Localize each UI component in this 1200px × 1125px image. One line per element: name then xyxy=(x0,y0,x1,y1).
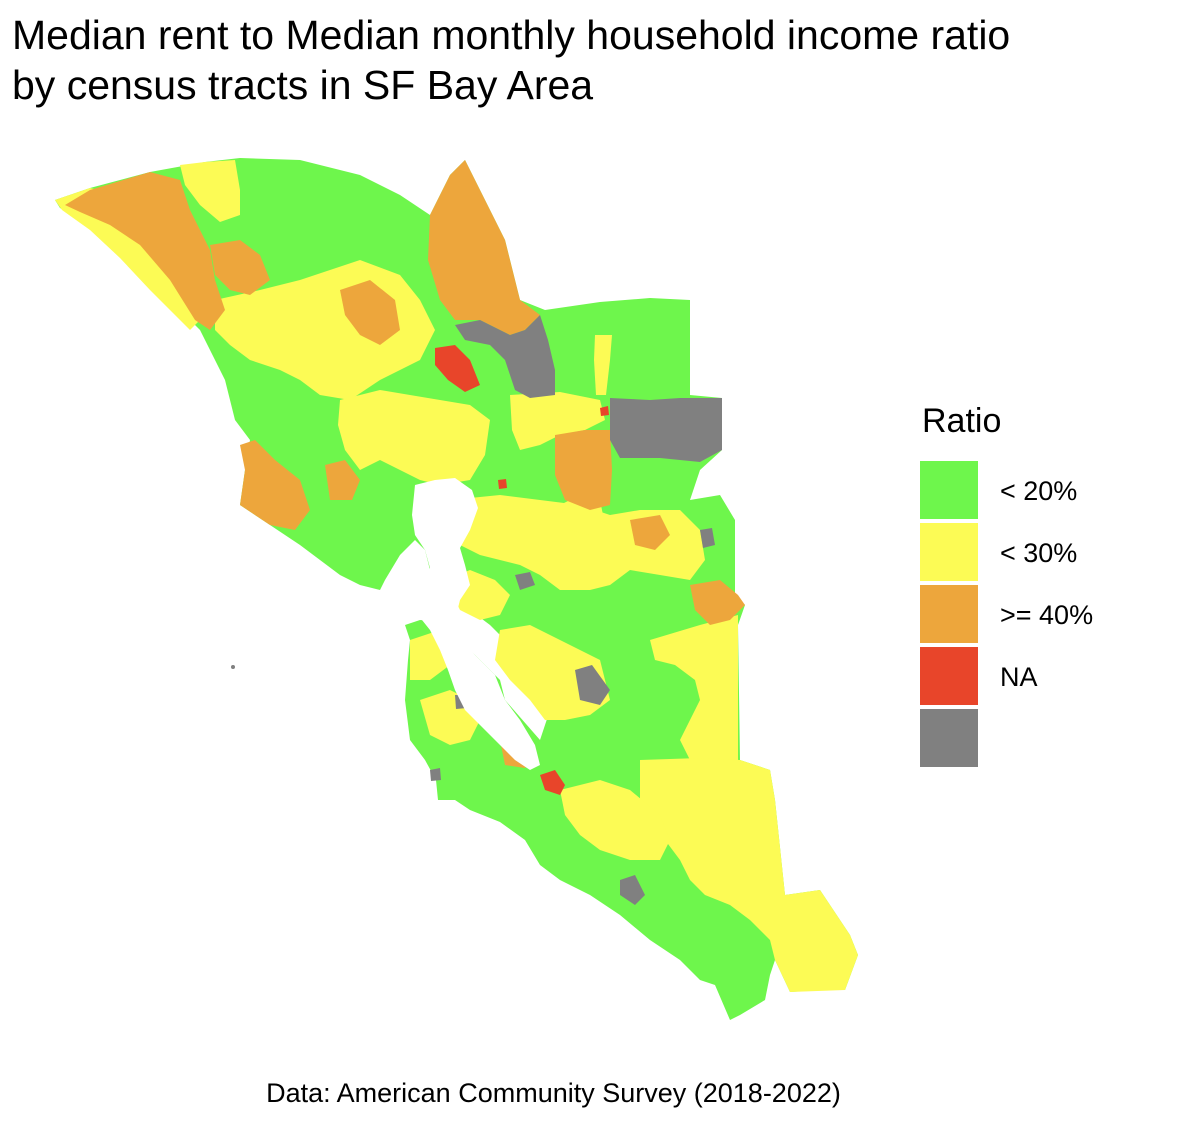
region-yellow-1 xyxy=(55,188,200,330)
region-orange-6 xyxy=(555,430,612,510)
region-yellow-10 xyxy=(640,758,858,992)
region-orange-7 xyxy=(690,580,745,625)
region-red-3 xyxy=(600,406,609,416)
legend-swatch xyxy=(920,585,978,645)
region-na-5 xyxy=(515,572,535,590)
legend-label: NA xyxy=(1000,661,1038,692)
na-regions xyxy=(430,315,722,905)
legend-label: >= 40% xyxy=(1000,599,1094,630)
region-yellow-9 xyxy=(650,615,738,760)
region-orange-3 xyxy=(428,160,540,335)
region-orange-4 xyxy=(240,440,310,530)
legend-item xyxy=(920,708,1160,770)
yellow-regions xyxy=(55,160,858,992)
legend-swatch xyxy=(920,523,978,583)
legend: Ratio < 20% < 30% >= 40% NA xyxy=(920,400,1160,770)
red-regions xyxy=(435,345,609,795)
title-line-2: by census tracts in SF Bay Area xyxy=(12,62,594,108)
data-source-caption: Data: American Community Survey (2018-20… xyxy=(266,1078,841,1108)
region-orange-1 xyxy=(65,172,225,330)
legend-item: NA xyxy=(920,646,1160,708)
region-orange-10 xyxy=(630,515,670,550)
region-red-4 xyxy=(498,479,507,489)
sf-bay-water xyxy=(410,478,540,770)
legend-swatch xyxy=(920,647,978,707)
region-yellow-2 xyxy=(180,160,240,222)
farallon-dot xyxy=(231,665,235,669)
region-orange-9 xyxy=(325,460,360,500)
region-na-8 xyxy=(430,768,441,781)
region-yellow-5 xyxy=(510,392,605,450)
region-na-3 xyxy=(575,665,610,705)
region-na-4 xyxy=(620,875,645,905)
title-line-1: Median rent to Median monthly household … xyxy=(12,12,1011,58)
region-na-2 xyxy=(610,398,722,462)
legend-swatch xyxy=(920,461,978,521)
region-orange-5 xyxy=(340,280,400,345)
region-na-1 xyxy=(455,315,555,398)
legend-label: < 30% xyxy=(1000,537,1078,568)
region-yellow-11 xyxy=(560,780,670,860)
legend-item: < 30% xyxy=(920,522,1160,584)
region-red-2 xyxy=(540,770,565,795)
legend-item: >= 40% xyxy=(920,584,1160,646)
legend-title: Ratio xyxy=(922,402,1002,440)
map-title: Median rent to Median monthly household … xyxy=(12,10,1197,110)
region-yellow-4 xyxy=(338,390,490,485)
legend-item: < 20% xyxy=(920,460,1160,522)
region-yellow-6 xyxy=(594,335,612,395)
region-na-6 xyxy=(700,528,715,548)
legend-swatch xyxy=(920,709,978,769)
region-red-1 xyxy=(435,345,480,392)
legend-label: < 20% xyxy=(1000,475,1078,506)
region-orange-2 xyxy=(210,240,270,295)
